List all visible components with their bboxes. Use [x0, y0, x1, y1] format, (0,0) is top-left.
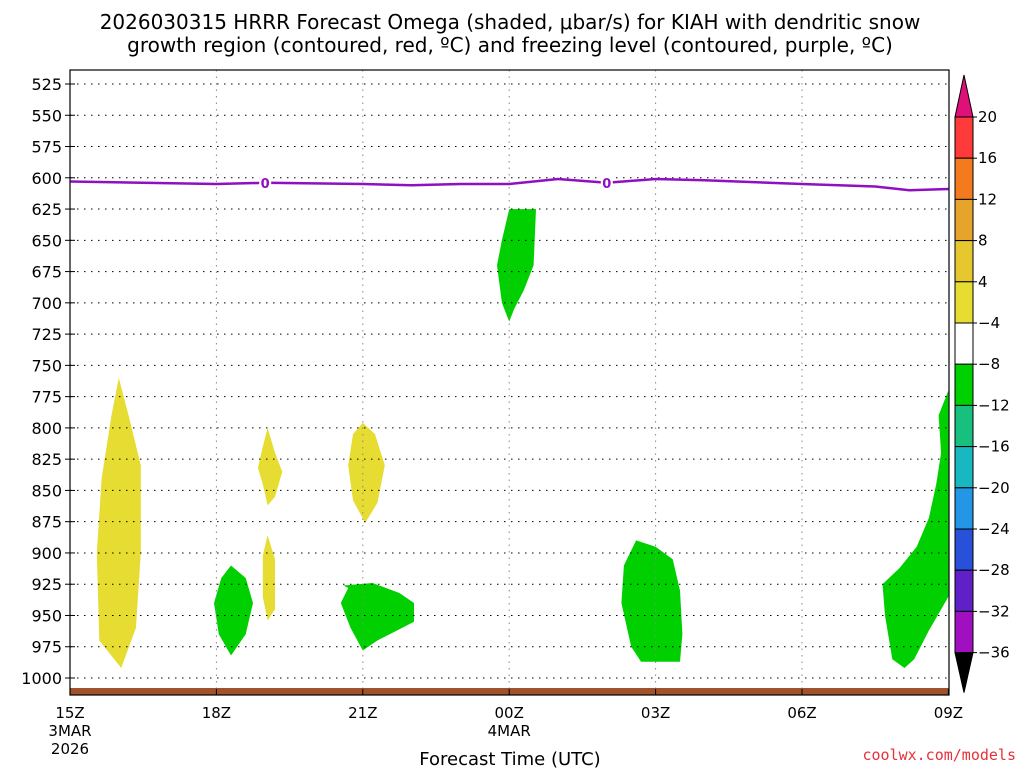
ytick-label-625: 625 — [31, 200, 62, 219]
ytick-label-975: 975 — [31, 638, 62, 657]
ytick-label-950: 950 — [31, 606, 62, 625]
ytick-label-850: 850 — [31, 481, 62, 500]
colorbar-label-0: 20 — [978, 108, 997, 126]
colorbar-label-10: −24 — [978, 520, 1010, 538]
colorbar-label-7: −12 — [978, 396, 1010, 414]
xtick-label-18Z: 18Z — [202, 704, 231, 722]
grid-lines — [70, 70, 949, 695]
colorbar-label-6: −8 — [978, 355, 1000, 373]
freezing-level-line — [69, 177, 949, 192]
colorbar-segment-1 — [954, 157, 974, 200]
xtick-sub1-15Z: 3MAR — [48, 722, 91, 740]
xtick-label-21Z: 21Z — [348, 704, 377, 722]
omega-region-green-upper-00z — [497, 209, 536, 322]
xtick-sub2-15Z: 2026 — [51, 740, 89, 758]
colorbar-segment-3 — [954, 240, 974, 283]
freezing-label-bg-1 — [600, 174, 613, 191]
colorbar-segment-11 — [954, 569, 974, 612]
colorbar-label-3: 8 — [978, 232, 988, 250]
freezing-label-0: 0 — [261, 177, 270, 192]
ytick-label-525: 525 — [31, 75, 62, 94]
ytick-label-1000: 1000 — [21, 669, 62, 688]
credit-text[interactable]: coolwx.com/models — [862, 746, 1016, 764]
ytick-label-675: 675 — [31, 263, 62, 282]
xtick-label-03Z: 03Z — [641, 704, 670, 722]
xtick-label-15Z: 15Z — [55, 704, 84, 722]
colorbar-segment-8 — [954, 446, 974, 489]
colorbar-top-arrow — [954, 74, 974, 118]
colorbar: 20 16 12 8 4 −4 −8 −12 −16 −20 −24 −28 −32 −36 — [954, 74, 1010, 693]
colorbar-segment-9 — [954, 487, 974, 530]
ytick-label-575: 575 — [31, 138, 62, 157]
colorbar-label-4: 4 — [978, 273, 988, 291]
colorbar-segment-5 — [954, 322, 974, 365]
colorbar-label-5: −4 — [978, 314, 1000, 332]
omega-region-yellow-plume-1 — [96, 377, 141, 668]
omega-region-yellow-blob-04z-upper — [257, 427, 283, 506]
xtick-label-09Z: 09Z — [934, 704, 963, 722]
colorbar-segment-6 — [954, 363, 974, 406]
ytick-label-750: 750 — [31, 356, 62, 375]
x-axis-label: Forecast Time (UTC) — [419, 749, 600, 768]
colorbar-segment-4 — [954, 281, 974, 324]
chart-title-line2: growth region (contoured, red, ºC) and f… — [127, 33, 893, 57]
omega-region-green-21z — [340, 583, 414, 651]
colorbar-segment-0 — [954, 116, 974, 159]
colorbar-label-9: −20 — [978, 479, 1010, 497]
xtick-label-06Z: 06Z — [787, 704, 816, 722]
chart-title-line1: 2026030315 HRRR Forecast Omega (shaded, … — [100, 10, 921, 34]
ytick-label-600: 600 — [31, 169, 62, 188]
colorbar-segment-10 — [954, 528, 974, 571]
colorbar-label-13: −36 — [978, 644, 1010, 662]
colorbar-segment-7 — [954, 404, 974, 448]
freezing-label-bg-0 — [259, 174, 272, 191]
xtick-label-00Z: 00Z — [495, 704, 524, 722]
ytick-label-925: 925 — [31, 575, 62, 594]
ytick-label-700: 700 — [31, 294, 62, 313]
ytick-label-800: 800 — [31, 419, 62, 438]
omega-region-green-08z — [882, 390, 949, 668]
ytick-label-875: 875 — [31, 513, 62, 532]
ytick-label-550: 550 — [31, 106, 62, 125]
y-axis: 525 550 575 600 625 650 675 700 725 750 775 800 825 8… — [21, 75, 75, 688]
colorbar-label-1: 16 — [978, 149, 997, 167]
xtick-sub1-00Z: 4MAR — [488, 722, 531, 740]
freezing-label-1: 0 — [602, 177, 611, 192]
colorbar-segment-12 — [954, 610, 974, 654]
ytick-label-825: 825 — [31, 450, 62, 469]
colorbar-label-8: −16 — [978, 438, 1010, 456]
colorbar-label-12: −32 — [978, 602, 1010, 620]
omega-region-yellow-blob-21z — [348, 422, 385, 523]
omega-region-green-02z — [621, 540, 683, 662]
colorbar-label-11: −28 — [978, 561, 1010, 579]
colorbar-label-2: 12 — [978, 190, 997, 208]
omega-region-yellow-blob-04z-lower — [262, 535, 275, 621]
colorbar-segment-2 — [954, 198, 974, 242]
ytick-label-725: 725 — [31, 325, 62, 344]
ytick-label-775: 775 — [31, 388, 62, 407]
ytick-label-900: 900 — [31, 544, 62, 563]
omega-shading — [96, 209, 949, 668]
ytick-label-650: 650 — [31, 231, 62, 250]
omega-region-green-1730z — [214, 565, 253, 656]
colorbar-bottom-arrow — [954, 652, 974, 693]
